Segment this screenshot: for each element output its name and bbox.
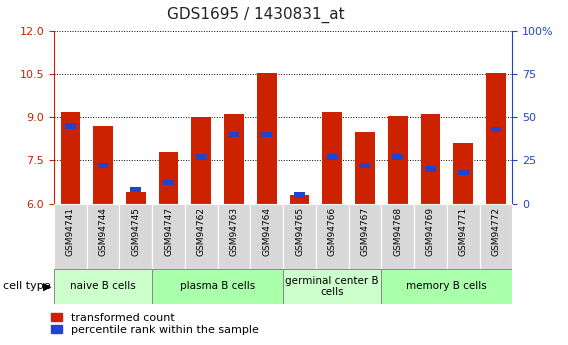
Bar: [360, 163, 370, 168]
Bar: [191, 117, 211, 204]
Text: memory B cells: memory B cells: [407, 282, 487, 291]
Bar: [323, 111, 342, 204]
Bar: [224, 115, 244, 204]
Bar: [257, 73, 277, 204]
Bar: [294, 193, 305, 197]
Bar: [421, 115, 440, 204]
FancyBboxPatch shape: [349, 204, 381, 269]
Text: GSM94767: GSM94767: [361, 207, 370, 256]
FancyBboxPatch shape: [283, 269, 381, 304]
Bar: [425, 167, 436, 172]
Text: GSM94769: GSM94769: [426, 207, 435, 256]
Text: GSM94762: GSM94762: [197, 207, 206, 256]
Bar: [93, 126, 113, 204]
Text: GSM94765: GSM94765: [295, 207, 304, 256]
Text: cell type: cell type: [3, 282, 51, 291]
Text: germinal center B
cells: germinal center B cells: [286, 276, 379, 297]
Bar: [453, 143, 473, 204]
Text: GSM94768: GSM94768: [393, 207, 402, 256]
Text: GSM94741: GSM94741: [66, 207, 75, 256]
FancyBboxPatch shape: [54, 269, 152, 304]
Text: GDS1695 / 1430831_at: GDS1695 / 1430831_at: [167, 7, 344, 23]
FancyBboxPatch shape: [54, 204, 87, 269]
Text: GSM94747: GSM94747: [164, 207, 173, 256]
Bar: [392, 155, 403, 159]
Text: GSM94744: GSM94744: [99, 207, 107, 256]
Bar: [355, 132, 375, 204]
FancyBboxPatch shape: [414, 204, 447, 269]
Bar: [98, 163, 108, 168]
Bar: [458, 170, 469, 175]
FancyBboxPatch shape: [152, 204, 185, 269]
Text: GSM94763: GSM94763: [229, 207, 239, 256]
Text: plasma B cells: plasma B cells: [180, 282, 255, 291]
Text: GSM94764: GSM94764: [262, 207, 272, 256]
FancyBboxPatch shape: [447, 204, 479, 269]
Bar: [196, 155, 207, 159]
Bar: [131, 187, 141, 193]
Legend: transformed count, percentile rank within the sample: transformed count, percentile rank withi…: [51, 313, 259, 335]
Bar: [65, 123, 76, 128]
Bar: [491, 127, 502, 132]
FancyBboxPatch shape: [119, 204, 152, 269]
Bar: [229, 132, 240, 137]
Bar: [61, 111, 80, 204]
Bar: [261, 132, 272, 137]
Text: ▶: ▶: [43, 282, 51, 291]
Bar: [327, 155, 337, 159]
FancyBboxPatch shape: [381, 269, 512, 304]
Text: GSM94745: GSM94745: [131, 207, 140, 256]
Bar: [290, 195, 310, 204]
FancyBboxPatch shape: [316, 204, 349, 269]
Text: naive B cells: naive B cells: [70, 282, 136, 291]
Text: GSM94771: GSM94771: [459, 207, 467, 256]
Bar: [163, 180, 174, 186]
FancyBboxPatch shape: [152, 269, 283, 304]
FancyBboxPatch shape: [185, 204, 218, 269]
Text: GSM94766: GSM94766: [328, 207, 337, 256]
FancyBboxPatch shape: [479, 204, 512, 269]
Bar: [388, 116, 408, 204]
Text: GSM94772: GSM94772: [491, 207, 500, 256]
FancyBboxPatch shape: [250, 204, 283, 269]
FancyBboxPatch shape: [218, 204, 250, 269]
Bar: [486, 73, 506, 204]
Bar: [126, 192, 145, 204]
FancyBboxPatch shape: [283, 204, 316, 269]
Bar: [158, 152, 178, 204]
FancyBboxPatch shape: [87, 204, 119, 269]
FancyBboxPatch shape: [381, 204, 414, 269]
